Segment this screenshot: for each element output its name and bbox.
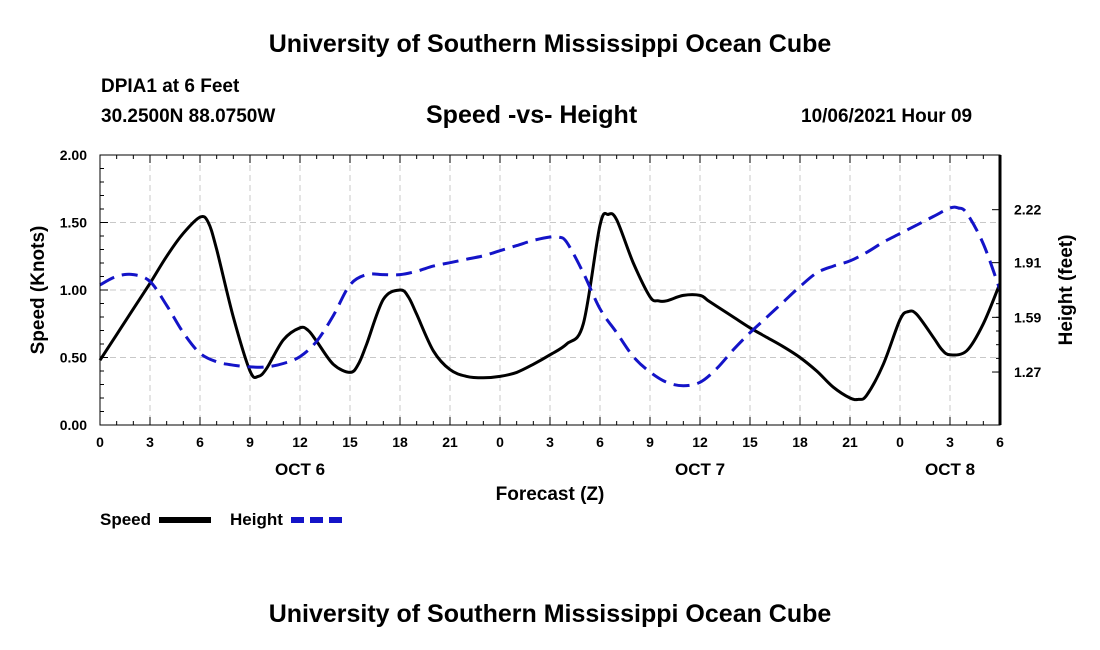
series-line-speed (98, 211, 1002, 402)
y2-tick-label: 2.22 (1014, 202, 1041, 218)
x-tick-label: 3 (146, 434, 154, 450)
x-tick-label: 0 (896, 434, 904, 450)
x-tick-label: 15 (342, 434, 358, 450)
x-tick-label: 9 (246, 434, 254, 450)
chart-subtitle: Speed -vs- Height (426, 101, 638, 129)
x-tick-label: 12 (692, 434, 708, 450)
legend: Speed Height (100, 510, 343, 529)
x-tick-label: 9 (646, 434, 654, 450)
x-tick-label: 6 (596, 434, 604, 450)
y2-tick-label: 1.27 (1014, 364, 1041, 380)
x-tick-label: 0 (496, 434, 504, 450)
date-label: OCT 6 (275, 460, 325, 479)
x-tick-label: 18 (792, 434, 808, 450)
series-lines (98, 205, 1002, 402)
x-tick-label: 6 (196, 434, 204, 450)
x-tick-label: 18 (392, 434, 408, 450)
x-axis-label: Forecast (Z) (496, 484, 605, 505)
y-axis-label: Speed (Knots) (28, 226, 49, 355)
x-tick-label: 21 (842, 434, 858, 450)
axis-ticks (99, 154, 1001, 426)
x-tick-label: 6 (996, 434, 1004, 450)
tick-labels: 0 3 6 9 12 15 18 21 0 3 6 9 12 15 18 21 0 3 6 0.00 0.50 1.00 1… (60, 147, 1042, 479)
x-tick-label: 12 (292, 434, 308, 450)
legend-label-speed: Speed (100, 510, 151, 529)
x-tick-label: 21 (442, 434, 458, 450)
y2-tick-label: 1.91 (1014, 255, 1041, 271)
legend-label-height: Height (230, 510, 283, 529)
y2-axis-label: Height (feet) (1056, 235, 1077, 346)
y-tick-label: 0.50 (60, 350, 87, 366)
date-label: OCT 8 (925, 460, 975, 479)
x-tick-label: 0 (96, 434, 104, 450)
x-tick-label: 15 (742, 434, 758, 450)
y2-tick-label: 1.59 (1014, 309, 1041, 325)
date-label: OCT 7 (675, 460, 725, 479)
y-tick-label: 2.00 (60, 147, 87, 163)
chart-title: University of Southern Mississippi Ocean… (268, 30, 832, 58)
forecast-datetime: 10/06/2021 Hour 09 (801, 106, 973, 127)
footer-title: University of Southern Mississippi Ocean… (268, 600, 832, 628)
x-tick-label: 3 (546, 434, 554, 450)
series-line-height (99, 205, 1002, 388)
station-coordinates: 30.2500N 88.0750W (101, 106, 276, 127)
x-tick-label: 3 (946, 434, 954, 450)
y-tick-label: 0.00 (60, 417, 87, 433)
station-label: DPIA1 at 6 Feet (101, 76, 240, 97)
y-tick-label: 1.50 (60, 215, 87, 231)
grid-lines (100, 155, 1000, 425)
y-tick-label: 1.00 (60, 282, 87, 298)
